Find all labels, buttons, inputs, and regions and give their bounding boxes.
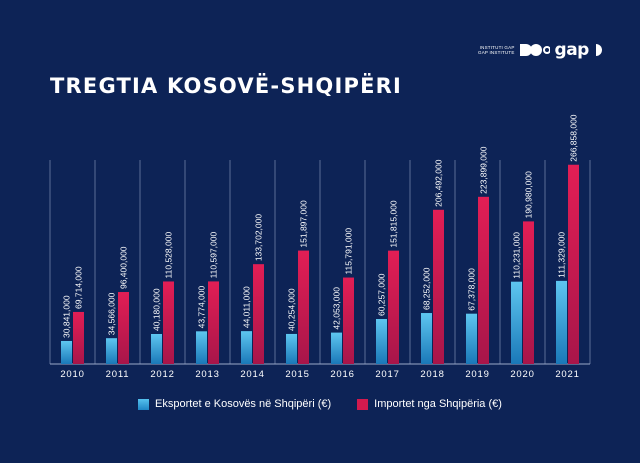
bar-imports-2012 <box>163 281 174 364</box>
x-tick-label-2018: 2018 <box>420 369 444 380</box>
data-label-imports-2020: 190,980,000 <box>524 171 534 219</box>
legend-swatch-exports <box>138 398 150 410</box>
legend-item-exports: Eksportet e Kosovës në Shqipëri (€) <box>138 398 331 410</box>
data-label-imports-2013: 110,597,000 <box>209 232 219 279</box>
data-label-exports-2012: 40,180,000 <box>152 288 162 331</box>
chart-legend: Eksportet e Kosovës në Shqipëri (€) Impo… <box>0 398 640 410</box>
bar-exports-2018 <box>421 313 432 364</box>
data-label-exports-2021: 111,329,000 <box>557 232 567 278</box>
bar-imports-2010 <box>73 311 84 364</box>
legend-swatch-imports <box>357 398 369 410</box>
bar-imports-2019 <box>478 196 489 364</box>
bar-exports-2016 <box>331 332 342 364</box>
logo-dots-icon <box>519 44 550 56</box>
data-label-exports-2020: 110,231,000 <box>512 232 522 279</box>
x-tick-label-2011: 2011 <box>106 369 130 380</box>
logo-end-icon <box>595 44 602 56</box>
data-label-imports-2017: 151,815,000 <box>389 200 399 248</box>
x-tick-label-2015: 2015 <box>285 369 309 380</box>
x-tick-label-2013: 2013 <box>195 369 219 380</box>
brand-logo-text: gap <box>554 40 590 60</box>
bar-imports-2018 <box>433 209 444 364</box>
brand-logo: INSTITUTI GAP GAP INSTITUTE gap <box>478 40 604 60</box>
data-label-exports-2014: 44,011,000 <box>242 286 252 328</box>
legend-label-exports: Eksportet e Kosovës në Shqipëri (€) <box>155 398 332 410</box>
data-label-exports-2018: 68,252,000 <box>422 267 432 310</box>
bar-exports-2014 <box>241 331 252 364</box>
data-label-imports-2011: 96,400,000 <box>119 246 129 289</box>
bar-exports-2011 <box>106 338 117 364</box>
bar-imports-2011 <box>118 292 129 364</box>
bar-imports-2015 <box>298 250 309 364</box>
bar-exports-2013 <box>196 331 207 364</box>
bar-exports-2021 <box>556 280 567 364</box>
chart-title: TREGTIA KOSOVË-SHQIPËRI <box>50 74 403 98</box>
data-label-imports-2021: 266,858,000 <box>569 114 579 162</box>
brand-line-1: INSTITUTI GAP <box>479 44 515 50</box>
data-label-exports-2016: 42,053,000 <box>332 287 342 330</box>
x-tick-label-2016: 2016 <box>330 369 354 380</box>
x-tick-label-2021: 2021 <box>555 369 579 380</box>
bar-imports-2014 <box>253 264 264 364</box>
x-tick-label-2014: 2014 <box>240 369 264 380</box>
data-label-imports-2015: 151,897,000 <box>299 200 309 248</box>
brand-subtitle: INSTITUTI GAP GAP INSTITUTE <box>478 45 515 56</box>
brand-line-2: GAP INSTITUTE <box>478 50 515 55</box>
x-tick-label-2017: 2017 <box>375 369 399 380</box>
data-label-exports-2015: 40,254,000 <box>287 288 297 331</box>
data-label-imports-2016: 115,791,000 <box>344 228 354 275</box>
bar-exports-2020 <box>511 281 522 364</box>
data-label-exports-2017: 60,257,000 <box>377 273 387 316</box>
legend-label-imports: Importet nga Shqipëria (€) <box>374 398 502 410</box>
data-label-exports-2011: 34,566,000 <box>107 292 117 335</box>
bar-exports-2012 <box>151 333 162 364</box>
data-label-exports-2010: 30,841,000 <box>62 295 72 338</box>
bar-imports-2013 <box>208 281 219 364</box>
bar-imports-2016 <box>343 277 354 364</box>
bar-imports-2020 <box>523 221 534 364</box>
data-label-imports-2012: 110,528,000 <box>164 232 174 279</box>
data-label-exports-2019: 67,378,000 <box>467 268 477 311</box>
bar-imports-2017 <box>388 250 399 364</box>
bar-exports-2019 <box>466 313 477 364</box>
data-label-imports-2019: 223,899,000 <box>479 146 489 194</box>
legend-item-imports: Importet nga Shqipëria (€) <box>357 398 502 410</box>
bar-imports-2021 <box>568 164 579 364</box>
x-tick-label-2020: 2020 <box>510 369 534 380</box>
data-label-exports-2013: 43,774,000 <box>197 286 207 329</box>
x-tick-label-2019: 2019 <box>465 369 489 380</box>
bar-exports-2015 <box>286 333 297 364</box>
data-label-imports-2010: 69,714,000 <box>74 266 84 309</box>
data-label-imports-2014: 133,702,000 <box>254 214 264 262</box>
data-label-imports-2018: 206,492,000 <box>434 159 444 207</box>
bar-exports-2010 <box>61 340 72 364</box>
bar-exports-2017 <box>376 319 387 364</box>
x-tick-label-2012: 2012 <box>150 369 174 380</box>
x-tick-label-2010: 2010 <box>60 369 84 380</box>
